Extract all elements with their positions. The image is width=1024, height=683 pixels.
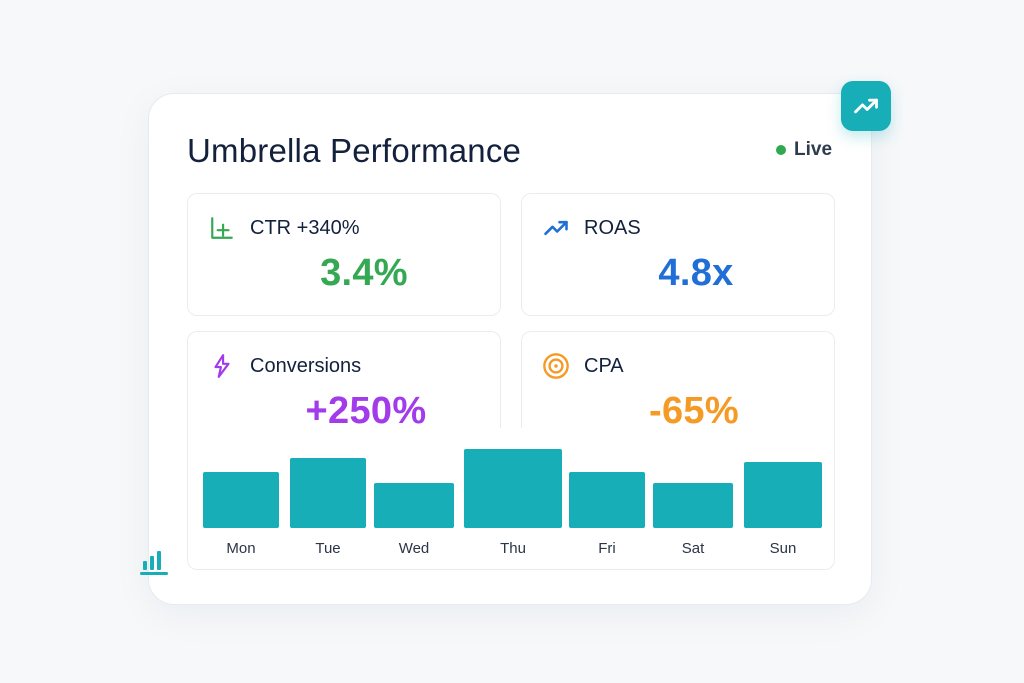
metric-label-cpa: CPA	[584, 354, 624, 377]
chart-axis-icon	[208, 214, 236, 242]
bar-chart-icon	[140, 551, 168, 575]
x-label-sun: Sun	[770, 540, 797, 557]
metric-value-ctr: 3.4%	[320, 252, 408, 294]
metric-card-roas[interactable]: ROAS 4.8x	[521, 193, 835, 316]
metric-card-cpa[interactable]: CPA -65%	[521, 331, 835, 432]
bar-sun	[744, 462, 822, 528]
trending-up-icon	[854, 98, 878, 114]
bar-tue	[290, 458, 366, 528]
target-icon	[542, 352, 570, 380]
trending-up-badge[interactable]	[841, 81, 891, 131]
x-label-wed: Wed	[399, 540, 430, 557]
x-label-mon: Mon	[226, 540, 255, 557]
live-dot	[776, 145, 786, 155]
bar-mon	[203, 472, 279, 528]
x-label-sat: Sat	[682, 540, 705, 557]
metric-label-ctr: CTR +340%	[250, 216, 360, 239]
bar-sat	[653, 483, 733, 528]
x-label-fri: Fri	[598, 540, 616, 557]
metric-value-conversions: +250%	[305, 390, 427, 432]
weekly-bar-chart: Mon Tue Wed Thu Fri Sat Sun	[203, 449, 822, 557]
x-label-thu: Thu	[500, 540, 526, 557]
metric-card-conversions[interactable]: Conversions +250%	[187, 331, 501, 432]
lightning-icon	[208, 352, 236, 380]
bar-wed	[374, 483, 454, 528]
metric-card-ctr[interactable]: CTR +340% 3.4%	[187, 193, 501, 316]
bar-fri	[569, 472, 645, 528]
metric-label-conversions: Conversions	[250, 354, 362, 377]
metric-label-roas: ROAS	[584, 216, 641, 239]
x-label-tue: Tue	[315, 540, 340, 557]
bar-thu	[464, 449, 562, 528]
weekly-chart-panel: Mon Tue Wed Thu Fri Sat Sun	[187, 428, 835, 570]
trending-up-icon	[542, 214, 570, 242]
live-label: Live	[794, 139, 833, 160]
live-status: Live	[776, 139, 832, 161]
page-title: Umbrella Performance	[187, 132, 522, 169]
metric-value-roas: 4.8x	[658, 252, 734, 294]
metric-value-cpa: -65%	[649, 390, 739, 432]
